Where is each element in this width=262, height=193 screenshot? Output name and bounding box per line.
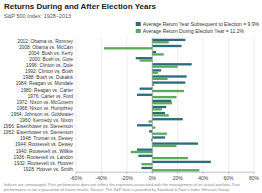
category-label: 1964: Johnson vs. Goldwater [11, 112, 74, 117]
legend-swatch [136, 22, 141, 26]
bar [152, 169, 199, 171]
bar [152, 118, 183, 120]
tick-label: -40% [96, 175, 108, 181]
bars [104, 39, 211, 172]
bar [152, 96, 176, 98]
bar [152, 65, 177, 67]
category-label: 1996: Clinton vs. Dole [26, 63, 73, 68]
grid-line [254, 38, 255, 172]
bar [152, 142, 198, 144]
bar [152, 145, 176, 147]
category-label: 1968: Nixon vs. Humphrey [16, 106, 73, 111]
bar [152, 72, 158, 74]
category-label: 1960: Kennedy vs. Nixon [20, 118, 74, 123]
category-label: 1992: Clinton vs. Bush [25, 69, 73, 74]
footnote: Indices are unmanaged. Past performance … [4, 182, 241, 192]
category-label: 1956: Eisenhower vs. Stevenson [3, 124, 73, 129]
bar [104, 47, 152, 49]
x-axis-line [76, 172, 254, 173]
bar [152, 69, 161, 71]
category-label: 2000: Bush vs. Gore [29, 57, 73, 62]
bar [152, 90, 184, 92]
bar [141, 167, 152, 169]
bar [152, 81, 185, 83]
category-label: 1988: Bush vs. Dukakis [23, 75, 74, 80]
bar [152, 53, 163, 55]
category-label: 1976: Carter vs. Ford [28, 94, 74, 99]
bar [152, 126, 155, 128]
category-label: 1944: Roosevelt vs. Dewey [15, 142, 74, 147]
bar [152, 39, 185, 41]
tick-label: -20% [121, 175, 133, 181]
footnote-line: performance is not a guarantee of future… [4, 187, 230, 192]
legend-label: Average Return During Election Year = 11… [143, 28, 245, 34]
bar [131, 151, 153, 153]
bar [152, 75, 186, 77]
category-label: 2008: Obama vs. McCain [19, 45, 73, 50]
title: Returns During and After Election Years [4, 2, 157, 11]
category-label: 2012: Obama vs. Romney [17, 39, 73, 44]
category-label: 1936: Roosevelt vs. Landon [14, 155, 74, 160]
bar [152, 100, 171, 102]
grid-line [101, 38, 102, 172]
bar [152, 78, 167, 80]
category-label: 1984: Reagan vs. Mondale [16, 81, 74, 86]
bar [137, 124, 152, 126]
bar [152, 136, 165, 138]
chart: Returns During and After Election Years S… [0, 0, 262, 193]
grid-line [177, 38, 178, 172]
bar [136, 57, 153, 59]
tick-label: -60% [70, 175, 82, 181]
bar [152, 63, 191, 65]
bar [152, 41, 169, 43]
legend: Average Return Year Subsequent to Electi… [136, 21, 260, 34]
bar [152, 161, 210, 163]
bar [140, 59, 153, 61]
bar [149, 130, 152, 132]
bar [137, 94, 152, 96]
bar [137, 149, 152, 151]
category-label: 1932: Roosevelt vs. Hoover [14, 161, 73, 166]
bar [138, 155, 152, 157]
bar [152, 102, 172, 104]
bar [152, 112, 165, 114]
category-label: 1980: Reagan vs. Carter [21, 88, 74, 93]
grid-line [126, 38, 127, 172]
subtitle: S&P 500 Index: 1928–2013 [4, 13, 71, 19]
category-label: 1940: Roosevelt vs. Willkie [16, 149, 74, 154]
tick-label: 60% [224, 175, 235, 181]
bar [152, 133, 167, 135]
legend-label: Average Return Year Subsequent to Electi… [143, 21, 260, 27]
bar [152, 114, 169, 116]
tick-label: 0% [149, 175, 157, 181]
grid-line [76, 38, 77, 172]
bar [140, 88, 153, 90]
grid [76, 38, 254, 172]
bar [152, 51, 156, 53]
bar [141, 163, 152, 165]
bar [152, 106, 166, 108]
category-label: 1952: Eisenhower vs. Stevenson [3, 130, 73, 135]
tick-label: 80% [249, 175, 260, 181]
legend-swatch [136, 29, 141, 33]
zero-line [152, 38, 153, 172]
bar [148, 120, 152, 122]
category-label: 1928: Hoover vs. Smith [23, 167, 73, 172]
bar [152, 45, 181, 47]
category-label: 1948: Truman vs. Dewey [20, 136, 74, 141]
tick-label: 20% [173, 175, 184, 181]
bar [152, 108, 162, 110]
tick-label: 40% [198, 175, 209, 181]
grid-line [228, 38, 229, 172]
grid-line [203, 38, 204, 172]
bar [152, 157, 188, 159]
category-label: 2004: Bush vs. Kerry [28, 51, 73, 56]
category-label: 1972: Nixon vs. McGovern [16, 100, 73, 105]
